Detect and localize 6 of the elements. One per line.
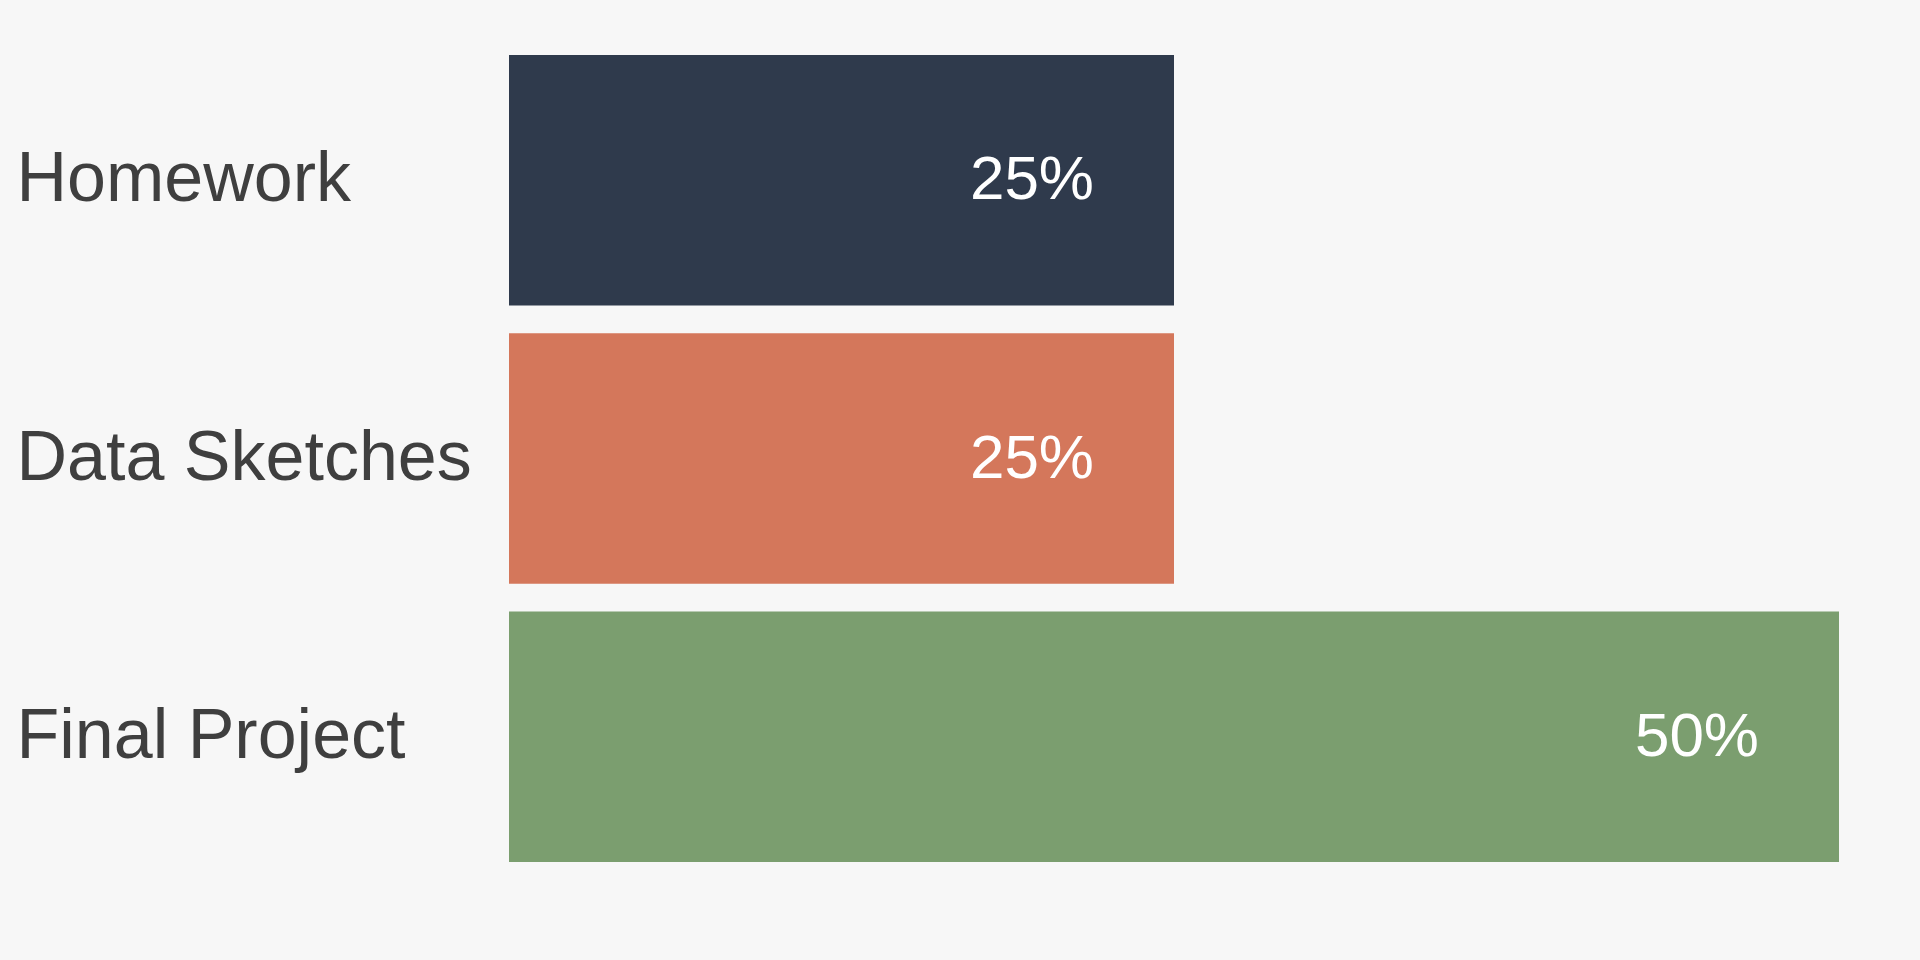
y-tick-label: Final Project bbox=[16, 694, 406, 773]
y-tick-label: Homework bbox=[16, 138, 353, 217]
y-tick-label: Data Sketches bbox=[16, 416, 472, 495]
data-label: 50% bbox=[1634, 699, 1759, 769]
data-label: 25% bbox=[969, 143, 1094, 213]
data-label: 25% bbox=[969, 421, 1094, 491]
